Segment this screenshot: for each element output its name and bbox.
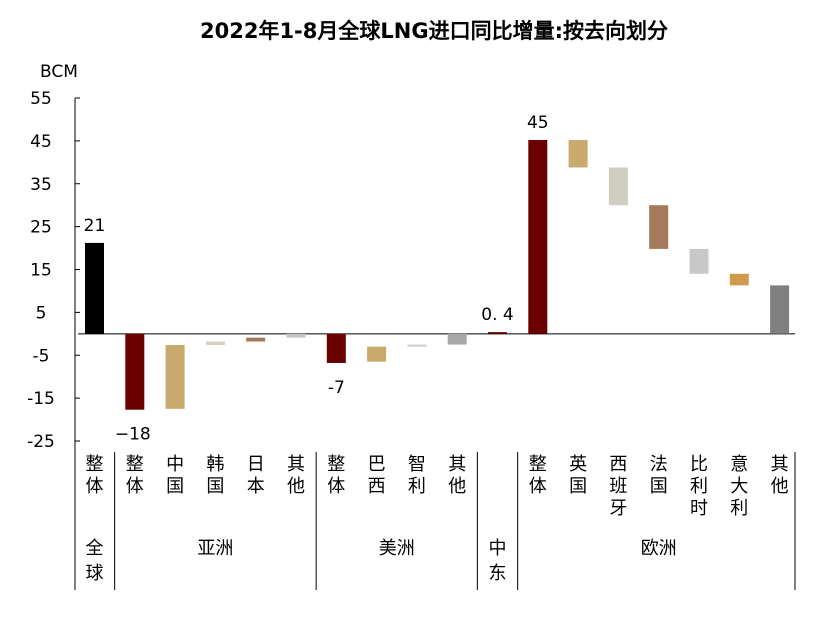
bar [246,337,266,342]
bar [689,248,709,274]
bar [407,344,427,347]
chart-title: 2022年1-8月全球LNG进口同比增量:按去向划分 [200,19,668,43]
group-label: 美洲 [379,538,415,559]
category-label-char: 比 [690,454,708,475]
bar [488,332,507,334]
category-label-char: 他 [771,476,789,497]
bar [165,344,185,409]
category-label-char: 西 [368,476,386,497]
data-label: −18 [115,425,151,445]
data-label: 45 [527,113,549,133]
category-label-char: 其 [448,454,466,475]
category-label-char: 法 [650,454,668,475]
category-label-char: 体 [529,476,547,497]
y-tick-label: -25 [27,432,55,452]
y-tick-label: 15 [30,261,52,281]
bar [447,333,467,345]
category-label-char: 国 [650,476,668,497]
category-label-char: 整 [126,454,144,475]
bar [568,140,588,168]
category-label-char: 其 [287,454,305,475]
data-label: 21 [84,216,106,236]
group-label: 亚洲 [197,538,233,559]
y-tick-label: 45 [30,132,52,152]
bar [125,333,145,410]
y-tick-label: 35 [30,175,52,195]
y-tick-label: 25 [30,218,52,238]
category-labels: 整体整体中国韩国日本其他整体巴西智利其他整体英国西班牙法国比利时意大利其他全球亚… [86,454,789,584]
group-label: 欧洲 [641,538,677,559]
category-label-char: 智 [408,454,426,475]
bar [729,273,749,286]
data-labels: 21 −18 -7 0. 4 45 [84,113,549,445]
group-label-char: 全 [86,538,104,559]
category-label-char: 他 [287,476,305,497]
bar [286,333,306,338]
category-label-char: 日 [247,454,265,475]
bars [85,140,790,410]
category-label-char: 其 [771,454,789,475]
axes: 55 45 35 25 15 5 -5 -15 -25 [27,89,796,590]
category-label-char: 大 [730,476,748,497]
category-label-char: 他 [448,476,466,497]
bar [770,285,790,334]
bar [205,341,225,345]
category-label-char: 国 [569,476,587,497]
category-label-char: 本 [247,476,265,497]
group-label-char: 中 [489,538,507,559]
category-label-char: 国 [206,476,224,497]
data-label: 0. 4 [481,305,513,325]
category-label-char: 英 [569,454,587,475]
y-tick-label: 55 [30,89,52,109]
bar [367,346,387,362]
category-label-char: 利 [730,498,748,519]
y-tick-label: -15 [27,389,55,409]
category-label-char: 利 [408,476,426,497]
group-label-char: 球 [86,563,104,584]
category-label-char: 利 [690,476,708,497]
category-label-char: 国 [166,476,184,497]
bar [85,242,104,334]
category-label-char: 整 [327,454,345,475]
category-label-char: 体 [327,476,345,497]
bar [608,167,628,206]
y-tick-label: 5 [36,303,47,323]
group-label-char: 东 [489,563,507,584]
category-label-char: 牙 [609,498,627,519]
y-tick-label: -5 [33,346,50,366]
category-label-char: 整 [86,454,104,475]
category-label-char: 韩 [206,454,224,475]
category-label-char: 体 [86,476,104,497]
category-label-char: 整 [529,454,547,475]
bar [528,140,548,334]
y-axis-unit-label: BCM [40,62,78,82]
category-label-char: 西 [609,454,627,475]
category-label-char: 意 [730,454,748,475]
bar [649,205,669,249]
category-label-char: 巴 [368,454,386,475]
category-label-char: 体 [126,476,144,497]
bar [326,333,346,363]
category-label-char: 中 [166,454,184,475]
category-label-char: 班 [609,476,627,497]
data-label: -7 [328,378,345,398]
category-label-char: 时 [690,498,708,519]
